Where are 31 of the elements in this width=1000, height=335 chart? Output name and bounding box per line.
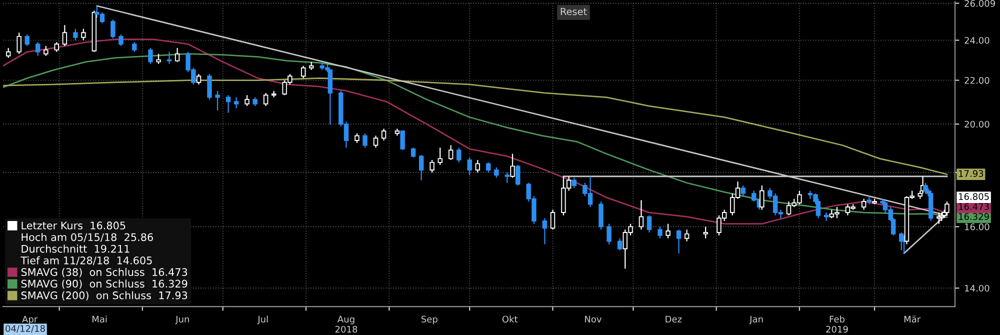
legend-label: SMAVG (200) on Schluss 17.93 <box>21 291 188 301</box>
data-label: 17.93 <box>958 170 984 177</box>
x-tick-label: Jan <box>749 316 763 324</box>
y-tick-label: 20.00 <box>964 120 990 128</box>
annotation: Tief am 11/28/18 14.605 <box>20 256 152 266</box>
x-tick-label: Jun <box>175 316 189 324</box>
x-tick-label: Jul <box>257 316 268 324</box>
x-tick-label: Okt <box>502 316 518 323</box>
x-tick-label: Nov <box>585 316 602 323</box>
annotation: Durchschnitt 19.211 <box>22 244 130 253</box>
annotation: Reset <box>560 8 587 16</box>
y-tick-label: 14.00 <box>965 284 990 292</box>
x-tick-label: Apr <box>22 316 38 324</box>
y-tick-label: 24.00 <box>964 36 990 44</box>
data-label: 16.473 <box>958 203 989 210</box>
y-tick-label: 22.00 <box>964 76 990 84</box>
x-tick-label: Mär <box>904 316 921 323</box>
legend-label: SMAVG (90) on Schluss 16.329 <box>21 280 188 289</box>
x-tick-label: Feb 2019 <box>826 316 848 333</box>
y-tick-label: 16.00 <box>965 223 990 230</box>
annotation: 16.805 <box>958 193 989 200</box>
x-tick-label: Sep <box>421 316 438 324</box>
annotation: Hoch am 05/15/18 25.86 <box>22 233 153 242</box>
x-tick-label: Dez <box>666 316 682 323</box>
x-tick-label: Aug 2018 <box>335 316 358 333</box>
y-tick-label: 26.009 <box>964 0 995 7</box>
legend-label: Letzter Kurs 16.805 <box>22 222 126 230</box>
x-tick-label: Mai <box>92 316 107 323</box>
legend-label: SMAVG (38) on Schluss 16.473 <box>21 268 188 278</box>
data-label: 16.329 <box>958 213 989 220</box>
text: 04/12/18 <box>6 325 45 333</box>
